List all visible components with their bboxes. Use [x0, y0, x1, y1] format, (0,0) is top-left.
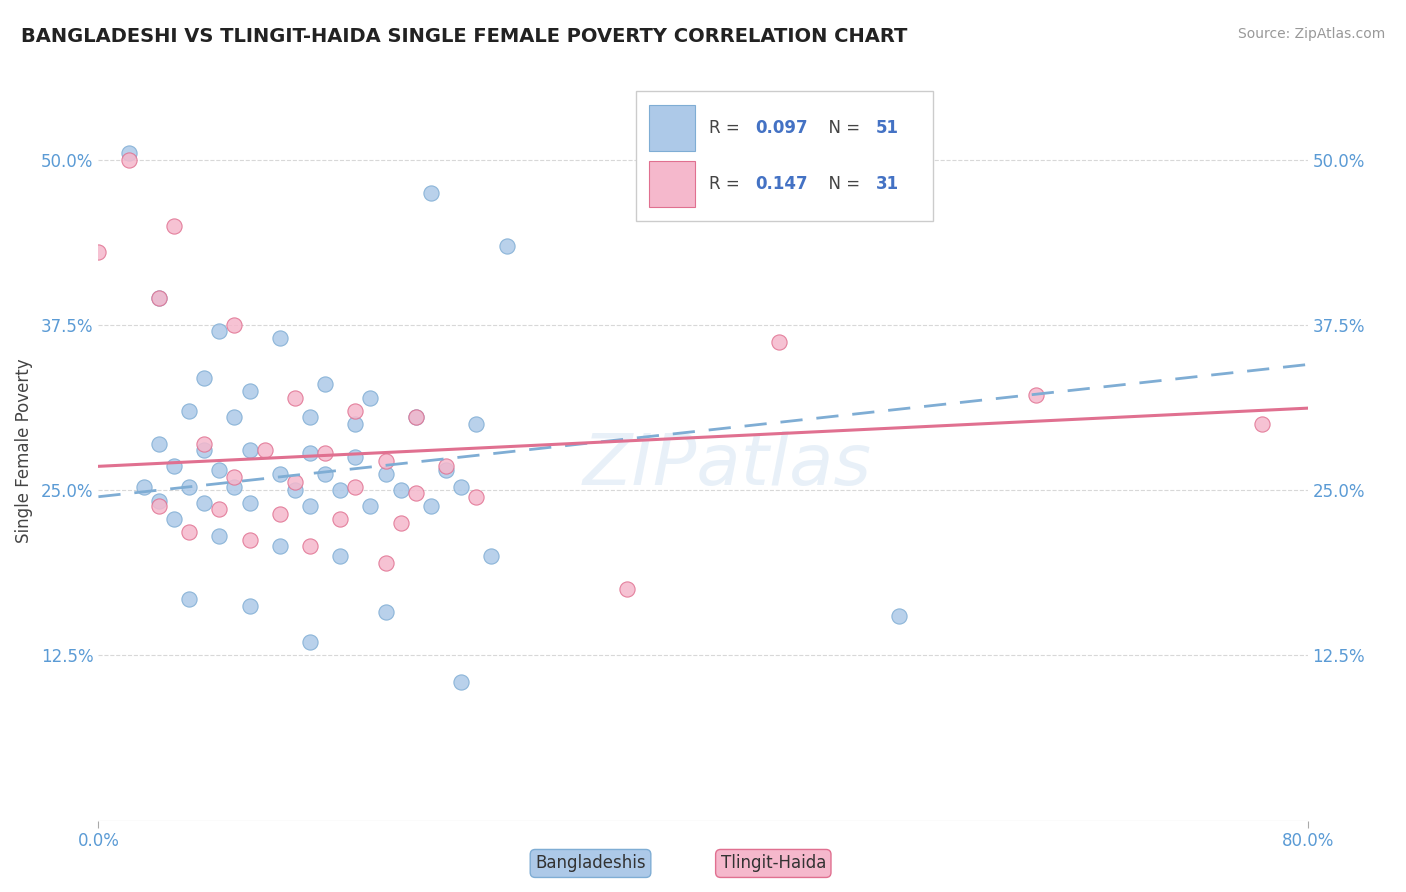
Text: BANGLADESHI VS TLINGIT-HAIDA SINGLE FEMALE POVERTY CORRELATION CHART: BANGLADESHI VS TLINGIT-HAIDA SINGLE FEMA… [21, 27, 907, 45]
Point [299, 410, 322, 425]
Point [208, 325, 231, 339]
Point [374, 454, 396, 468]
Point [224, 470, 246, 484]
Point [329, 549, 352, 564]
Point [344, 417, 367, 431]
Text: ZIPatlas: ZIPatlas [582, 431, 872, 500]
Point [314, 467, 336, 482]
Text: 31: 31 [876, 175, 898, 193]
Point [1024, 388, 1046, 402]
Point [450, 481, 472, 495]
Point [224, 410, 246, 425]
Point [148, 437, 170, 451]
Point [405, 410, 427, 425]
Point [360, 499, 382, 513]
Point [269, 467, 291, 482]
Point [450, 674, 472, 689]
Text: R =: R = [709, 175, 745, 193]
Point [239, 599, 262, 614]
Y-axis label: Single Female Poverty: Single Female Poverty [14, 359, 32, 542]
Point [1251, 417, 1274, 431]
Point [193, 437, 215, 451]
Point [239, 496, 262, 510]
Point [374, 605, 396, 619]
Point [118, 146, 141, 161]
Point [299, 446, 322, 460]
Point [208, 463, 231, 477]
Point [284, 391, 307, 405]
Point [239, 384, 262, 398]
Point [193, 370, 215, 384]
Point [465, 490, 488, 504]
Point [132, 481, 155, 495]
Point [434, 459, 457, 474]
Text: Tlingit-Haida: Tlingit-Haida [721, 855, 825, 872]
Point [374, 556, 396, 570]
Point [163, 512, 186, 526]
Point [118, 153, 141, 167]
Point [148, 292, 170, 306]
Point [208, 501, 231, 516]
Point [269, 507, 291, 521]
Point [284, 483, 307, 497]
Point [163, 219, 186, 233]
Point [389, 516, 412, 531]
Point [269, 331, 291, 345]
Point [299, 499, 322, 513]
Point [163, 459, 186, 474]
Point [224, 481, 246, 495]
Point [179, 591, 201, 606]
Text: N =: N = [818, 175, 865, 193]
Point [344, 404, 367, 418]
Point [329, 512, 352, 526]
Point [239, 443, 262, 458]
Point [148, 493, 170, 508]
Point [374, 467, 396, 482]
Point [179, 525, 201, 540]
Point [344, 450, 367, 464]
Text: 0.097: 0.097 [755, 120, 807, 137]
Point [193, 443, 215, 458]
Point [148, 499, 170, 513]
Point [179, 481, 201, 495]
Point [269, 539, 291, 553]
Point [224, 318, 246, 332]
Point [616, 582, 638, 597]
Point [284, 475, 307, 490]
Point [768, 334, 790, 349]
Point [87, 245, 110, 260]
Point [434, 463, 457, 477]
Text: N =: N = [818, 120, 865, 137]
Point [360, 391, 382, 405]
Point [889, 608, 911, 623]
Point [405, 410, 427, 425]
Text: Bangladeshis: Bangladeshis [536, 855, 645, 872]
Point [179, 404, 201, 418]
FancyBboxPatch shape [648, 105, 695, 152]
Point [253, 443, 276, 458]
Point [148, 292, 170, 306]
Point [299, 635, 322, 649]
Point [405, 485, 427, 500]
Point [481, 549, 503, 564]
Point [299, 539, 322, 553]
Text: Source: ZipAtlas.com: Source: ZipAtlas.com [1237, 27, 1385, 41]
Point [420, 186, 443, 200]
Point [329, 483, 352, 497]
Point [389, 483, 412, 497]
Point [314, 377, 336, 392]
Point [314, 446, 336, 460]
Point [420, 499, 443, 513]
FancyBboxPatch shape [637, 91, 932, 221]
Point [465, 417, 488, 431]
Point [239, 533, 262, 548]
Text: R =: R = [709, 120, 745, 137]
Text: 0.147: 0.147 [755, 175, 807, 193]
Point [495, 238, 517, 252]
Point [344, 481, 367, 495]
Point [208, 529, 231, 543]
Text: 51: 51 [876, 120, 898, 137]
Point [193, 496, 215, 510]
FancyBboxPatch shape [648, 161, 695, 207]
